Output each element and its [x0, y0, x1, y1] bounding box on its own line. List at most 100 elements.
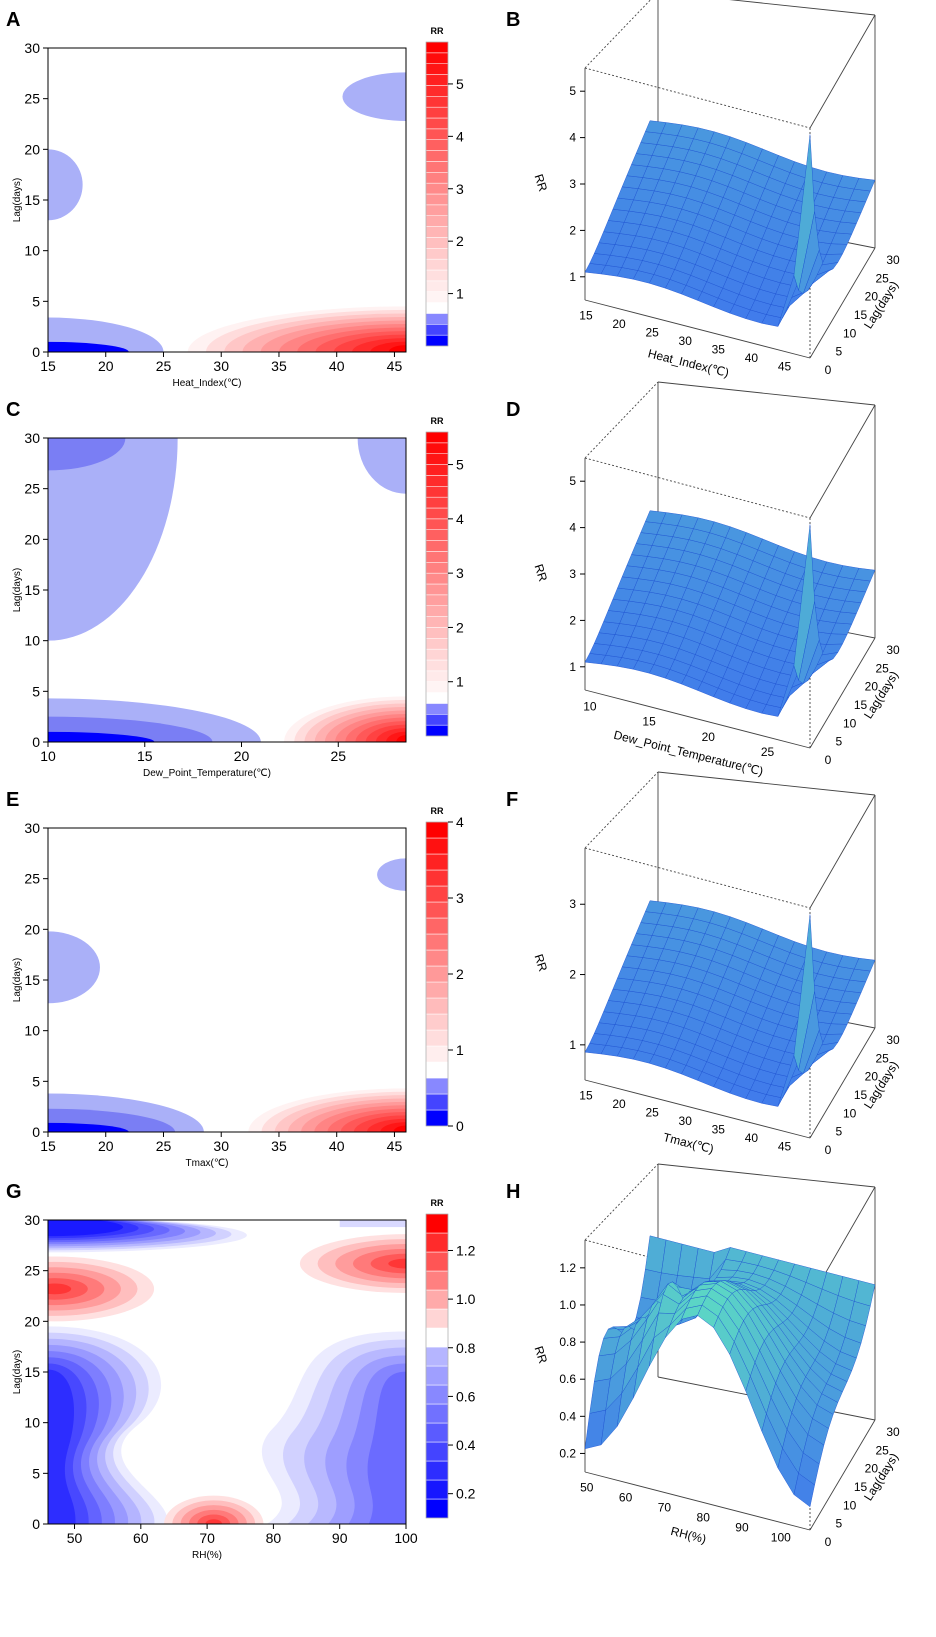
- legend-swatch: [425, 334, 449, 347]
- y-tick-label: 0: [825, 363, 832, 377]
- legend-swatch: [425, 1251, 449, 1272]
- x-tick-label: 80: [697, 1511, 711, 1525]
- legend-tick-label: 5: [456, 76, 464, 92]
- y-tick-label: 10: [24, 633, 40, 649]
- cube-edge-back: [729, 0, 876, 16]
- x-tick-label: 30: [679, 1114, 693, 1128]
- y-tick-label: 5: [32, 1073, 40, 1089]
- surface-facet: [853, 567, 876, 582]
- contour-area: [48, 1220, 406, 1524]
- y-tick-label: 5: [835, 1125, 842, 1139]
- legend-swatch: [425, 1441, 449, 1462]
- x-tick-label: 100: [394, 1530, 418, 1546]
- y-axis-label: Lag(days): [12, 568, 23, 612]
- x-tick-label: 15: [40, 1138, 56, 1154]
- z-tick-label: 1: [569, 1038, 576, 1052]
- x-tick-label: 60: [619, 1491, 633, 1505]
- cube-edge-top: [584, 771, 659, 849]
- y-tick-label: 15: [854, 308, 868, 322]
- cube-edge-front: [809, 247, 876, 359]
- x-tick-label: 20: [612, 317, 626, 331]
- x-axis-label: RH(%): [669, 1524, 707, 1546]
- y-tick-label: 15: [24, 1364, 40, 1380]
- x-tick-label: 45: [778, 359, 792, 373]
- x-tick-label: 30: [213, 1138, 229, 1154]
- legend-swatch: [425, 74, 449, 86]
- panel-letter: G: [6, 1181, 22, 1203]
- y-tick-label: 10: [843, 1106, 857, 1120]
- z-axis-label: RR: [531, 952, 550, 973]
- legend-tick-label: 4: [456, 128, 464, 144]
- y-tick-label: 0: [32, 734, 40, 750]
- x-tick-label: 30: [213, 358, 229, 374]
- legend-tick-label: 5: [456, 457, 464, 473]
- legend-swatch: [425, 965, 449, 983]
- legend-swatch: [425, 981, 449, 999]
- x-tick-label: 20: [612, 1097, 626, 1111]
- legend-frame: [425, 1213, 449, 1519]
- x-tick-label: 15: [642, 715, 656, 729]
- legend-swatch: [425, 172, 449, 184]
- legend-swatch: [425, 1045, 449, 1063]
- legend-swatch: [425, 280, 449, 292]
- legend-swatch: [425, 1384, 449, 1405]
- y-tick-label: 25: [875, 271, 889, 285]
- legend-swatch: [425, 248, 449, 260]
- cube-edge-front: [584, 1471, 811, 1531]
- contour-blue-band: [367, 1371, 406, 1524]
- legend-swatch: [425, 616, 449, 628]
- z-tick-label: 1: [569, 660, 576, 674]
- x-tick-label: 40: [745, 1131, 759, 1145]
- legend-swatch: [425, 226, 449, 238]
- z-tick-label: 2: [569, 223, 576, 237]
- legend-tick-label: 3: [456, 890, 464, 906]
- legend-swatch: [425, 703, 449, 715]
- z-tick-label: 3: [569, 567, 576, 581]
- legend-swatch: [425, 594, 449, 606]
- legend-swatch: [425, 1013, 449, 1031]
- legend-swatch: [425, 837, 449, 855]
- legend-swatch: [425, 529, 449, 541]
- x-axis-label: Tmax(℃): [186, 1158, 229, 1169]
- y-tick-label: 25: [875, 1051, 889, 1065]
- legend-swatch: [425, 128, 449, 140]
- x-axis-label: Tmax(℃): [662, 1130, 715, 1156]
- x-tick-label: 45: [387, 1138, 403, 1154]
- contour-low-region: [48, 731, 155, 742]
- z-tick-label: 3: [569, 897, 576, 911]
- legend-swatch: [425, 117, 449, 130]
- legend-swatch: [425, 1077, 449, 1095]
- legend-swatch: [425, 1422, 449, 1443]
- y-axis-label: Lag(days): [12, 958, 23, 1002]
- legend-swatch: [425, 106, 449, 119]
- y-tick-label: 0: [825, 1535, 832, 1549]
- z-tick-label: 2: [569, 613, 576, 627]
- y-tick-label: 0: [825, 753, 832, 767]
- cube-edge-top: [584, 457, 811, 519]
- y-tick-label: 10: [24, 243, 40, 259]
- legend-swatch: [425, 507, 449, 520]
- z-tick-label: 3: [569, 177, 576, 191]
- x-tick-label: 45: [387, 358, 403, 374]
- legend-tick-label: 3: [456, 181, 464, 197]
- legend-swatch: [425, 431, 449, 444]
- x-tick-label: 15: [579, 308, 593, 322]
- legend-swatch: [425, 139, 449, 151]
- y-tick-label: 15: [854, 698, 868, 712]
- legend-swatch: [425, 204, 449, 216]
- legend-frame: [425, 431, 449, 737]
- legend-swatch: [425, 475, 449, 487]
- contour-high-band: [393, 1125, 406, 1132]
- legend-swatch: [425, 496, 449, 509]
- legend-swatch: [425, 518, 449, 530]
- legend-swatch: [425, 997, 449, 1015]
- z-tick-label: 5: [569, 84, 576, 98]
- legend-swatch: [425, 540, 449, 552]
- x-tick-label: 25: [761, 745, 775, 759]
- contour-low-region: [48, 1122, 129, 1132]
- contour-blue-band: [48, 1369, 76, 1524]
- x-tick-label: 35: [712, 1122, 726, 1136]
- y-tick-label: 15: [854, 1088, 868, 1102]
- cube-edge-top: [584, 0, 651, 69]
- legend-tick-label: 1.0: [456, 1291, 476, 1307]
